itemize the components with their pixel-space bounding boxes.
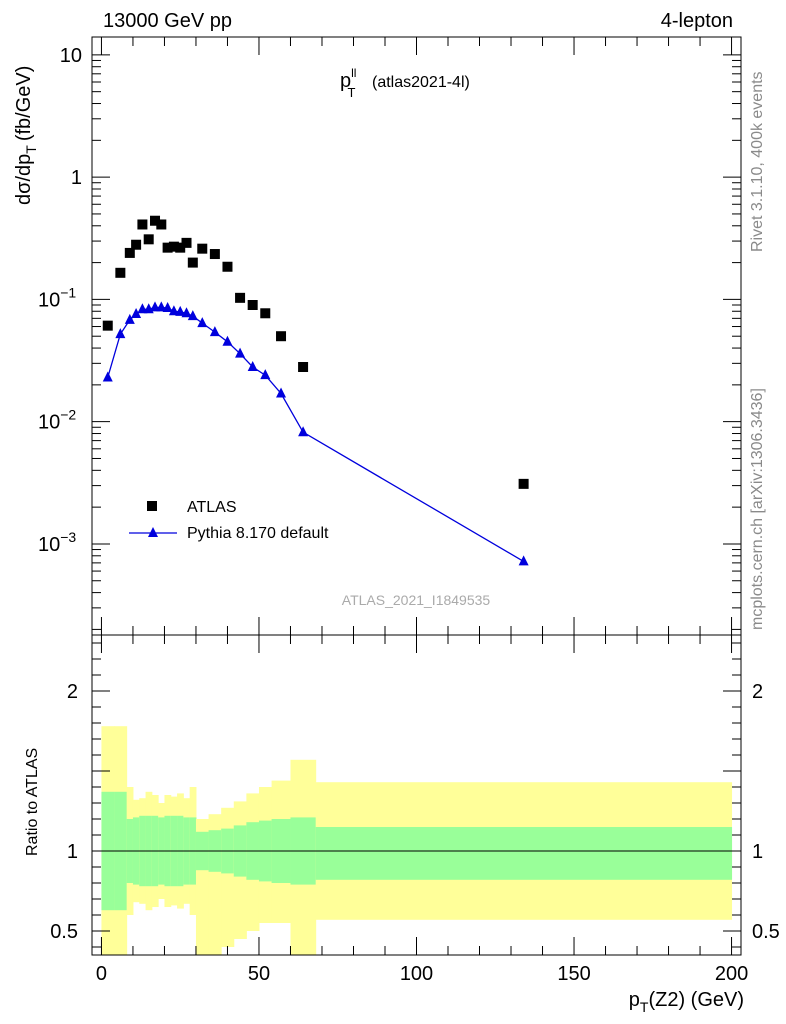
- data-series: [102, 215, 529, 489]
- y-tick-base: 10: [38, 289, 60, 311]
- data-point: [222, 261, 233, 272]
- data-point: [143, 234, 154, 245]
- ratio-ticks: [92, 635, 741, 955]
- x-tick-label: 0: [96, 963, 107, 985]
- data-point: [181, 237, 192, 248]
- plot-title-p: p: [340, 70, 351, 92]
- mc-point: [247, 361, 258, 372]
- main-y-tick-label: 10−3: [38, 529, 76, 556]
- main-y-tick-label: 10−1: [38, 284, 76, 311]
- mc-point: [197, 317, 208, 328]
- mc-point: [181, 307, 192, 318]
- data-point: [124, 247, 135, 258]
- data-point: [187, 257, 198, 268]
- ratio-bands: [101, 726, 733, 955]
- mc-point: [276, 387, 287, 398]
- plot-title: pll T: [340, 66, 356, 100]
- main-panel-frame: [91, 36, 742, 636]
- x-tick-label: 200: [715, 963, 748, 985]
- y-tick-exponent: −2: [60, 407, 76, 423]
- mc-point: [298, 426, 309, 437]
- x-label-sub: T: [640, 999, 649, 1015]
- legend-mc-label: Pythia 8.170 default: [187, 525, 329, 542]
- header-energy-label: 13000 GeV pp: [103, 10, 232, 32]
- mc-point: [102, 371, 113, 382]
- plot-title-sup: ll: [351, 66, 356, 80]
- data-point: [156, 219, 167, 230]
- main-y-label-units: (fb/GeV): [13, 66, 35, 142]
- x-label-rest: (Z2) (GeV): [648, 989, 744, 1011]
- mc-series: [102, 301, 529, 566]
- y-tick-base: 10: [38, 412, 60, 434]
- data-point: [162, 242, 173, 253]
- mc-point: [137, 303, 148, 314]
- mc-point: [156, 301, 167, 312]
- data-point: [209, 249, 220, 260]
- mc-point: [209, 326, 220, 337]
- x-tick-label: 100: [400, 963, 433, 985]
- main-y-label-main: dσ/dp: [13, 154, 35, 205]
- x-label-p: p: [629, 989, 640, 1011]
- mc-point: [260, 369, 271, 380]
- mc-point: [131, 307, 142, 318]
- mc-point: [115, 328, 126, 339]
- mcplots-label: mcplots.cern.ch [arXiv:1306.3436]: [749, 388, 766, 630]
- x-tick-label: 150: [557, 963, 590, 985]
- plot-title-tag: (atlas2021-4l): [372, 74, 470, 91]
- ratio-y-tick-label: 0.5: [50, 921, 78, 943]
- mc-point: [162, 302, 173, 313]
- x-tick-label: 50: [248, 963, 270, 985]
- main-ticks: [92, 37, 741, 635]
- ratio-y-tick-label-right: 2: [752, 681, 763, 703]
- data-point: [518, 478, 529, 489]
- data-point: [276, 331, 287, 342]
- data-point: [102, 320, 113, 331]
- mc-line: [107, 306, 524, 562]
- y-tick-exponent: −1: [60, 284, 76, 300]
- main-y-label-sub: T: [23, 145, 39, 154]
- main-y-axis-label: dσ/dpT (fb/GeV): [13, 66, 39, 205]
- y-tick-base: 10: [38, 534, 60, 556]
- data-point: [137, 219, 148, 230]
- main-y-tick-label: 10: [60, 45, 82, 67]
- data-point: [150, 215, 161, 226]
- ratio-y-tick-label: 2: [67, 681, 78, 703]
- mc-point: [175, 305, 186, 316]
- mc-point: [187, 310, 198, 321]
- legend-mc-marker: [148, 527, 158, 537]
- legend: ATLAS Pythia 8.170 default: [129, 499, 329, 542]
- mc-point: [222, 335, 233, 346]
- legend-data-label: ATLAS: [187, 499, 237, 516]
- header-process-label: 4-lepton: [661, 10, 733, 32]
- data-point: [298, 362, 309, 373]
- data-point: [247, 299, 258, 310]
- ratio-band-inner: [315, 827, 733, 880]
- x-axis-label: pT(Z2) (GeV): [629, 989, 744, 1015]
- data-point: [115, 267, 126, 278]
- data-point: [168, 241, 179, 252]
- main-y-tick-label: 10−2: [38, 407, 76, 434]
- ratio-y-tick-label-right: 0.5: [752, 921, 780, 943]
- mc-point: [124, 313, 135, 324]
- analysis-watermark: ATLAS_2021_I1849535: [342, 592, 491, 608]
- data-point: [260, 308, 271, 319]
- data-point: [197, 243, 208, 254]
- data-point: [175, 242, 186, 253]
- data-point: [131, 239, 142, 250]
- ratio-y-tick-label-right: 1: [752, 841, 763, 863]
- y-tick-exponent: −3: [60, 529, 76, 545]
- legend-data-marker: [147, 501, 157, 511]
- mc-point: [518, 555, 529, 566]
- ratio-y-tick-label: 1: [67, 841, 78, 863]
- mc-point: [235, 347, 246, 358]
- rivet-version-label: Rivet 3.1.10, 400k events: [749, 71, 766, 252]
- data-point: [235, 292, 246, 303]
- ratio-y-axis-label: Ratio to ATLAS: [24, 748, 41, 856]
- main-y-tick-label: 1: [71, 167, 82, 189]
- plot-title-sub: T: [347, 85, 355, 100]
- mc-point: [168, 305, 179, 316]
- mc-point: [150, 301, 161, 312]
